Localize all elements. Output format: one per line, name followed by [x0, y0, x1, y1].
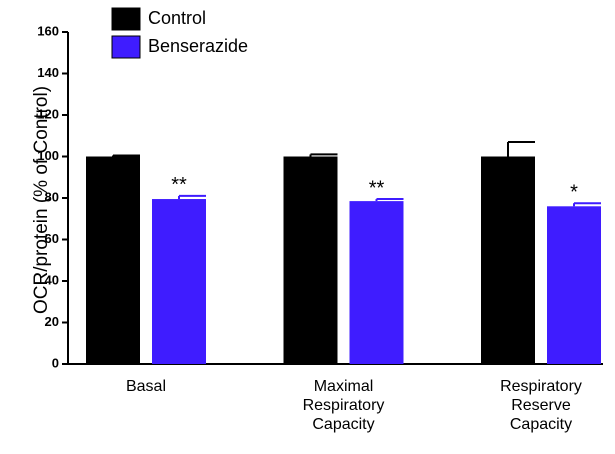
y-axis-label: OCR/protein (% of Control) — [31, 86, 52, 314]
y-tick-label: 60 — [45, 231, 59, 246]
bar — [283, 156, 338, 364]
y-tick-label: 80 — [45, 189, 59, 204]
bar — [547, 206, 601, 364]
legend-label: Benserazide — [148, 36, 248, 56]
y-tick-label: 160 — [37, 23, 59, 38]
x-tick-label: Maximal Respiratory Capacity — [302, 378, 385, 433]
bar — [86, 156, 140, 364]
bar — [152, 199, 206, 364]
x-tick-label: Respiratory Reserve Capacity — [500, 378, 582, 433]
bar — [481, 156, 535, 364]
y-tick-label: 140 — [37, 65, 59, 80]
y-tick-label: 40 — [45, 272, 59, 287]
significance-label: * — [570, 181, 578, 203]
y-tick-label: 0 — [52, 355, 59, 370]
y-tick-label: 20 — [45, 314, 59, 329]
bar — [349, 201, 404, 364]
significance-label: ** — [369, 177, 385, 199]
legend-swatch — [111, 35, 141, 59]
y-tick-label: 100 — [37, 148, 59, 163]
y-tick-label: 120 — [37, 106, 59, 121]
significance-label: ** — [171, 174, 187, 196]
legend-label: Control — [148, 8, 206, 28]
legend-swatch — [111, 7, 141, 31]
x-tick-label: Basal — [125, 378, 167, 395]
